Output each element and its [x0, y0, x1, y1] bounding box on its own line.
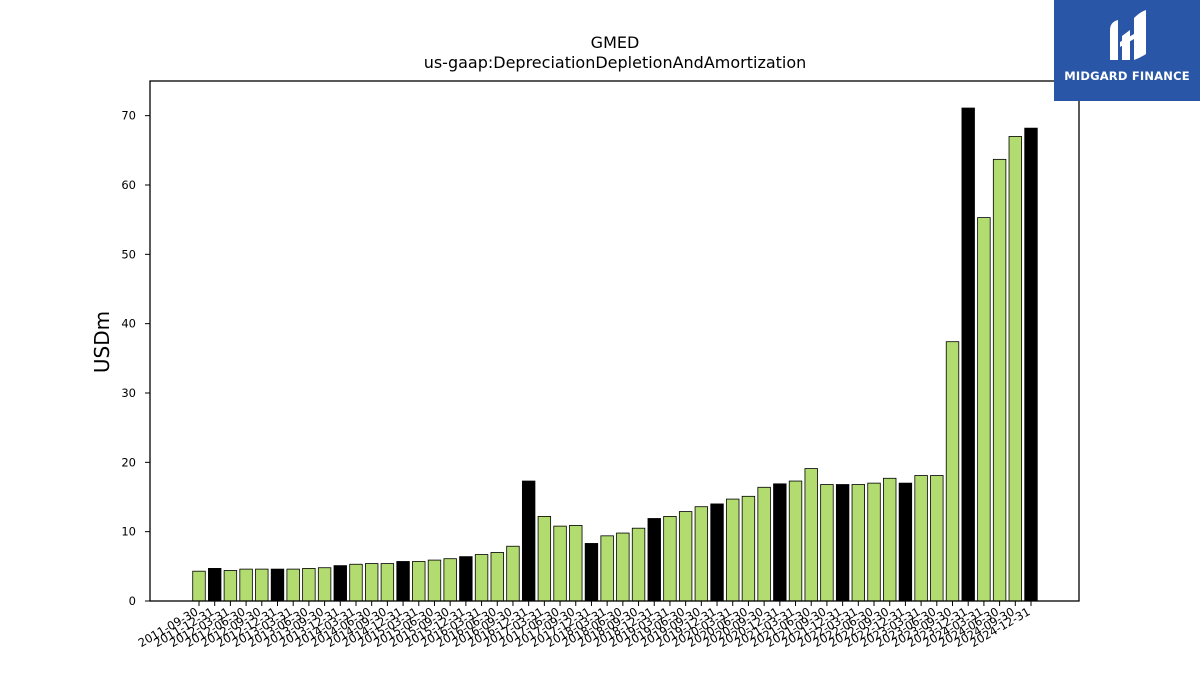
- bar-2012-03-31: [223, 570, 238, 602]
- plot-frame: [149, 80, 1080, 602]
- bar-2022-09-30: [883, 477, 897, 602]
- bar-2012-06-30: [239, 568, 253, 602]
- bar-2023-03-31: [914, 475, 928, 602]
- bar-2021-09-30: [820, 484, 834, 602]
- bar-2022-03-31: [851, 484, 865, 602]
- bar-2020-03-31: [726, 498, 740, 602]
- bar-2017-09-30: [569, 525, 583, 602]
- logo: MIDGARD FINANCE: [1054, 0, 1200, 101]
- bar-2020-06-30: [741, 495, 756, 602]
- y-tick-label: 10: [121, 525, 136, 539]
- bar-2015-12-31: [459, 556, 473, 602]
- y-tick-label: 60: [121, 178, 136, 192]
- bar-2017-06-30: [553, 525, 567, 602]
- bar-series: [192, 107, 1038, 602]
- bar-2018-09-30: [631, 527, 646, 602]
- bar-2021-03-31: [788, 480, 803, 602]
- bar-2013-09-30: [317, 567, 332, 602]
- bar-2022-12-31: [898, 482, 913, 602]
- bar-2013-06-30: [302, 568, 316, 602]
- bar-2018-03-31: [600, 535, 614, 602]
- bar-2018-12-31: [647, 518, 661, 602]
- y-tick-label: 40: [121, 317, 136, 331]
- bar-2012-12-31: [270, 568, 285, 602]
- bar-2023-06-30: [930, 475, 944, 602]
- bar-2019-12-31: [710, 503, 724, 602]
- bar-2014-09-30: [380, 563, 395, 602]
- bar-2014-12-31: [396, 561, 410, 602]
- bar-2024-12-31: [1024, 127, 1038, 602]
- bar-2011-12-31: [208, 568, 222, 602]
- bar-2015-06-30: [427, 559, 442, 602]
- bar-2016-12-31: [521, 480, 536, 602]
- chart-title: GMED: [591, 33, 640, 52]
- y-tick-label: 0: [129, 594, 136, 608]
- y-tick-label: 50: [121, 247, 136, 261]
- bar-2021-06-30: [804, 468, 818, 602]
- bar-2015-03-31: [412, 561, 426, 602]
- bar-2022-06-30: [867, 482, 881, 602]
- midgard-logo-icon: [1110, 10, 1146, 60]
- bar-2018-06-30: [616, 532, 630, 602]
- bar-2024-06-30: [992, 158, 1007, 602]
- bar-2023-09-30: [945, 341, 960, 602]
- logo-text: MIDGARD FINANCE: [1064, 69, 1190, 83]
- y-tick-label: 20: [121, 455, 136, 469]
- bar-2013-03-31: [286, 568, 300, 602]
- y-axis-label: USDm: [90, 311, 114, 373]
- bar-2012-09-30: [255, 568, 269, 602]
- bar-2023-12-31: [961, 107, 975, 602]
- y-tick-label: 70: [121, 109, 136, 123]
- bar-2020-12-31: [773, 483, 787, 602]
- bar-2016-06-30: [490, 552, 504, 602]
- bar-2016-03-31: [474, 554, 489, 602]
- bar-2019-06-30: [678, 511, 693, 602]
- bar-2017-12-31: [584, 543, 599, 602]
- bar-2011-09-30: [192, 570, 206, 602]
- y-axis-ticks: 0 10 20 30 40 50 60 70: [121, 109, 150, 608]
- bar-2024-09-30: [1008, 136, 1022, 602]
- bar-2014-06-30: [364, 563, 379, 602]
- bar-2015-09-30: [443, 558, 457, 602]
- bar-2024-03-31: [977, 217, 991, 602]
- bar-2013-12-31: [333, 565, 347, 602]
- x-axis-ticks: 2011-09-302011-12-312012-03-312012-06-30…: [136, 601, 1033, 650]
- bar-2014-03-31: [349, 563, 363, 602]
- bar-2021-12-31: [835, 484, 850, 602]
- bar-2019-03-31: [663, 516, 677, 602]
- bar-2020-09-30: [757, 486, 771, 602]
- bar-2017-03-31: [537, 516, 552, 602]
- bar-2016-09-30: [506, 545, 520, 602]
- bar-2019-09-30: [694, 506, 709, 602]
- chart-subtitle: us-gaap:DepreciationDepletionAndAmortiza…: [424, 53, 807, 72]
- y-tick-label: 30: [121, 386, 136, 400]
